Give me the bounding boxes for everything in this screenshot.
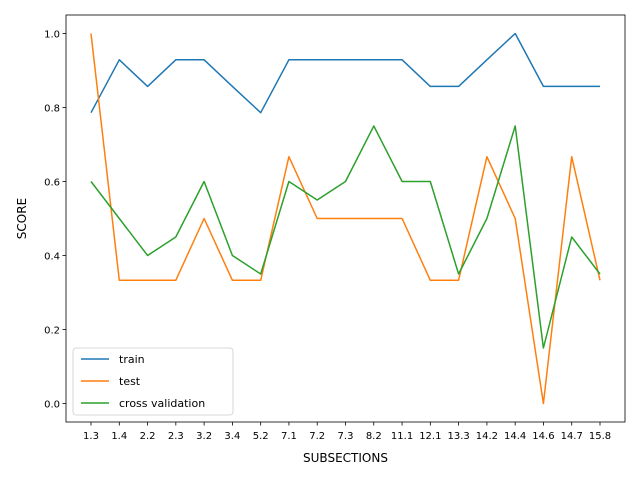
x-tick-label: 2.2: [140, 431, 156, 442]
x-tick-label: 7.1: [281, 431, 297, 442]
y-axis-label: SCORE: [15, 198, 29, 239]
plot-lines: [90, 32, 601, 405]
x-tick-label: 13.3: [447, 431, 469, 442]
legend-box: [72, 347, 234, 416]
legend-label: test: [119, 375, 141, 388]
x-axis: 1.3 1.4 2.2 2.3 3.2 3.4 5.2 7.1 7.2 7.3 8.2 11.1 12.…: [83, 422, 611, 442]
x-axis-label: SUBSECTIONS: [303, 451, 388, 465]
x-tick-label: 2.3: [168, 431, 184, 442]
y-tick-label: 0.4: [44, 252, 60, 263]
x-tick-label: 14.7: [561, 431, 583, 442]
series-line-0: [90, 32, 600, 114]
series-line-2: [90, 125, 601, 349]
y-tick-label: 0.6: [44, 178, 60, 189]
legend-label: cross validation: [119, 397, 205, 410]
x-tick-label: 11.1: [391, 431, 413, 442]
x-tick-label: 14.2: [476, 431, 498, 442]
y-tick-label: 1.0: [44, 30, 60, 41]
y-tick-label: 0.2: [44, 326, 60, 337]
x-tick-label: 1.3: [83, 431, 99, 442]
x-tick-label: 7.3: [338, 431, 354, 442]
y-tick-label: 0.0: [44, 400, 60, 411]
series-line-1: [90, 33, 601, 405]
x-tick-label: 15.8: [589, 431, 611, 442]
y-axis: 0.0 0.2 0.4 0.6 0.8 1.0: [44, 30, 66, 411]
x-tick-label: 8.2: [366, 431, 382, 442]
x-tick-label: 1.4: [111, 431, 127, 442]
x-tick-label: 5.2: [253, 431, 269, 442]
x-tick-label: 3.2: [196, 431, 212, 442]
legend-label: train: [119, 353, 145, 366]
x-tick-label: 7.2: [309, 431, 325, 442]
legend: train test cross validation: [72, 347, 234, 416]
x-tick-label: 14.6: [532, 431, 554, 442]
y-tick-label: 0.8: [44, 104, 60, 115]
x-tick-label: 12.1: [419, 431, 441, 442]
x-tick-label: 3.4: [224, 431, 240, 442]
x-tick-label: 14.4: [504, 431, 526, 442]
